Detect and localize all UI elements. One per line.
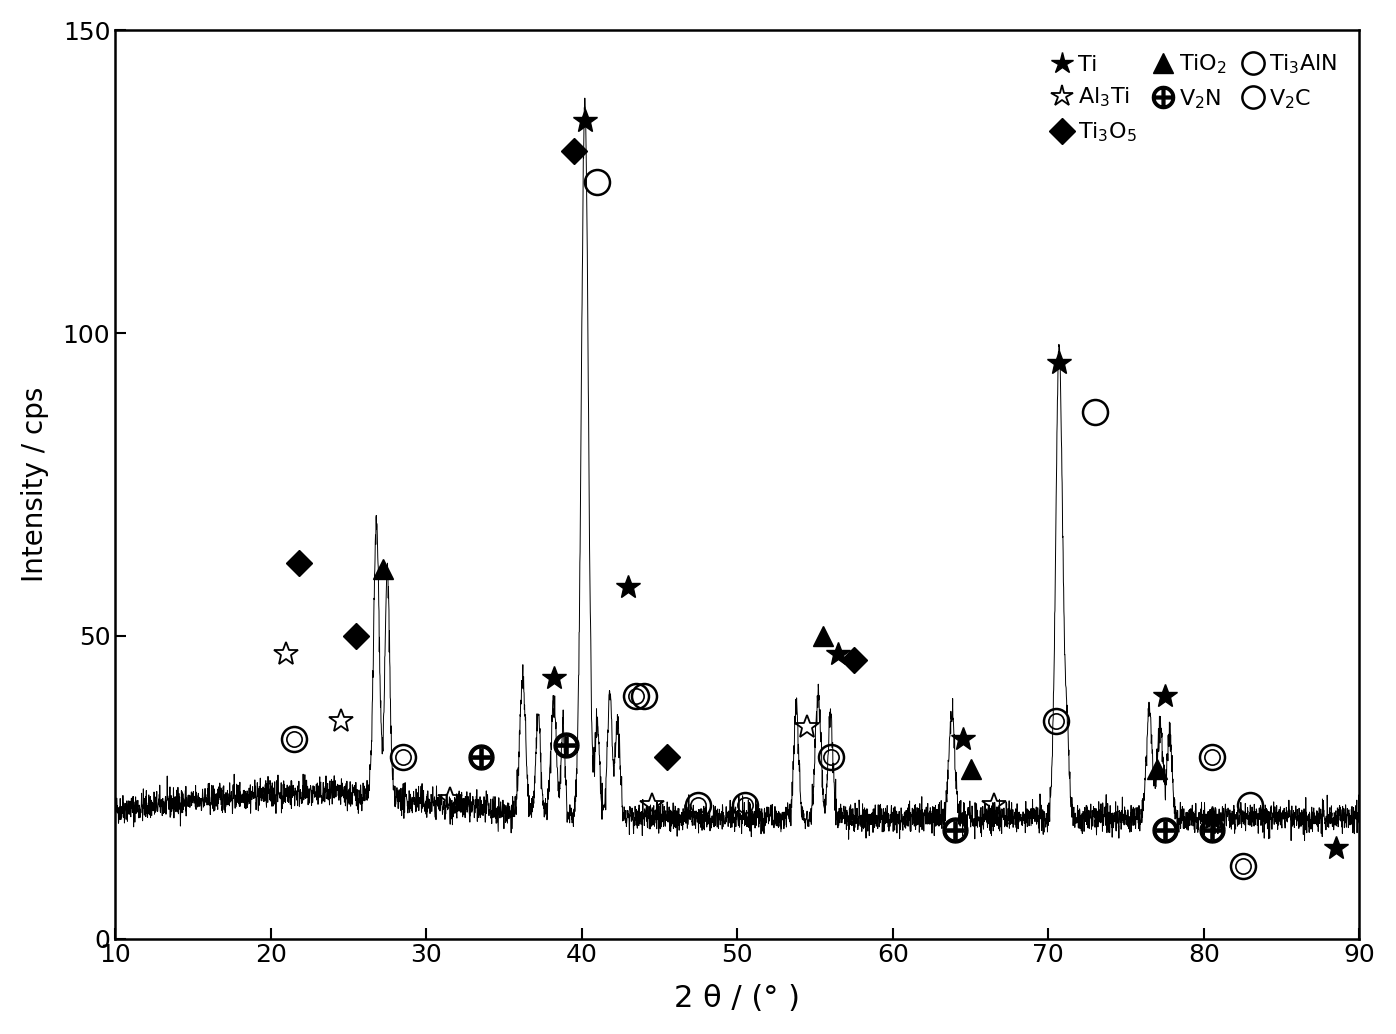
Legend: Ti, Al$_3$Ti, Ti$_3$O$_5$, TiO$_2$, V$_2$N, Ti$_3$AlN, V$_2$C: Ti, Al$_3$Ti, Ti$_3$O$_5$, TiO$_2$, V$_2… <box>1043 41 1349 155</box>
X-axis label: 2 θ / (° ): 2 θ / (° ) <box>674 984 800 1013</box>
Y-axis label: Intensity / cps: Intensity / cps <box>21 387 49 582</box>
